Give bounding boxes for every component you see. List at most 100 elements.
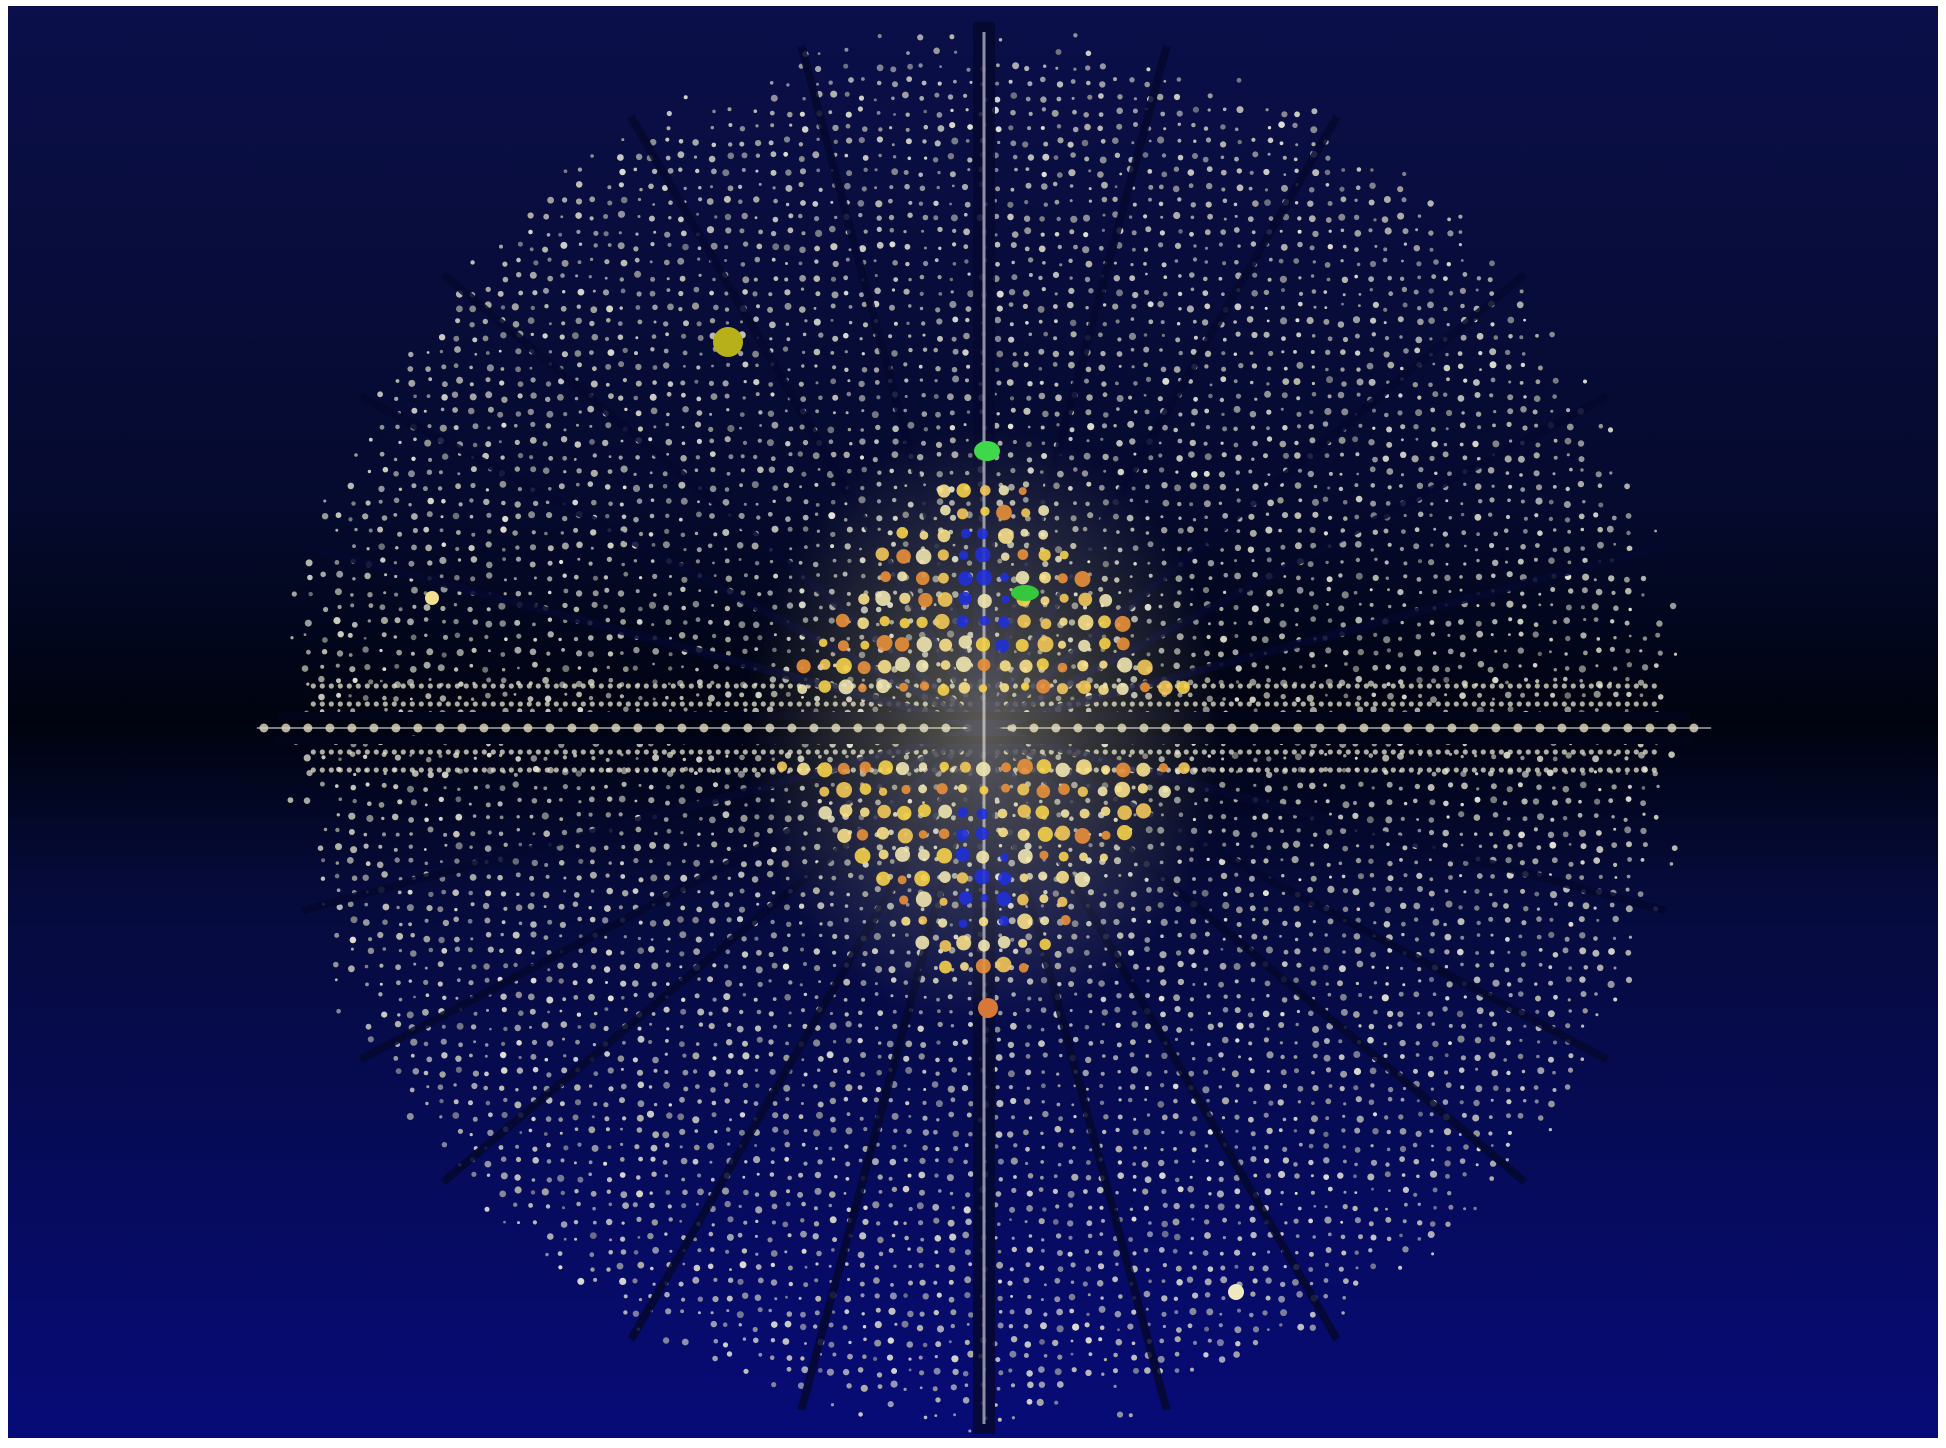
lattice-point [949,410,955,416]
lattice-point [847,427,852,432]
lattice-point [1160,934,1164,938]
lattice-point [453,363,459,369]
lattice-point [1147,1039,1152,1044]
lattice-point [678,290,684,297]
lattice-point [1323,531,1328,536]
lattice-point [1505,857,1512,864]
lattice-point [1250,961,1256,967]
lattice-point [696,844,700,848]
lattice-point [891,143,895,147]
lattice-point [1475,951,1479,955]
lattice-point [829,1011,834,1016]
lattice-point [1325,647,1332,654]
lattice-point [1250,425,1256,430]
lattice-point [1163,79,1167,83]
lattice-point [1536,784,1542,790]
lattice-point [1444,949,1450,955]
lattice-point [319,781,325,787]
lattice-point [1432,665,1440,673]
lattice-point [739,126,746,132]
lattice-point [1159,230,1165,236]
lattice-point [1148,425,1153,431]
lattice-point [1413,902,1421,910]
lattice-point [666,452,670,456]
lattice-point [1552,952,1559,958]
lattice-point [1505,471,1510,475]
lattice-point [637,426,644,432]
lattice-point [843,978,851,986]
lattice-point [1234,634,1239,638]
lattice-point [1415,409,1423,417]
lattice-point [1310,126,1318,134]
lattice-point [697,832,701,836]
lattice-point [994,1026,1001,1033]
lattice-point [468,980,474,986]
lattice-point [606,556,613,563]
lattice-point [666,412,670,417]
lattice-point [662,471,668,477]
lattice-point [1399,335,1403,339]
lattice-point [484,917,491,924]
lattice-point [1579,781,1587,789]
lattice-point [545,874,550,879]
lattice-point [619,277,624,282]
lattice-point [1252,151,1259,158]
lattice-point [1249,696,1256,703]
lattice-point [577,916,582,922]
lattice-point [1475,288,1479,292]
lattice-point [859,245,867,253]
lattice-point [1068,258,1073,263]
lattice-point [1457,664,1463,670]
lattice-point [921,393,926,398]
lattice-point [1112,196,1118,202]
lattice-point [634,962,641,970]
lattice-point [1654,529,1657,533]
lattice-point [1278,815,1283,820]
lattice-point [559,1009,563,1013]
lattice-point [573,527,579,533]
lattice-point [876,64,884,72]
lattice-point [1491,484,1495,488]
lattice-point [542,246,549,253]
lattice-point [758,410,763,415]
lattice-point [1102,303,1107,307]
lattice-point [1562,785,1570,793]
lattice-point [607,796,613,802]
lattice-point [1249,170,1254,175]
lattice-point [1267,152,1271,156]
lattice-point [1567,998,1571,1002]
lattice-point [546,410,554,418]
lattice-point [1023,215,1031,222]
lattice-point [889,241,896,248]
lattice-point [1401,438,1404,442]
lattice-point [1402,845,1408,851]
lattice-point [1221,366,1227,372]
lattice-point [1489,497,1495,503]
lattice-point [937,125,945,132]
lattice-point [952,316,959,323]
lattice-point [423,661,431,669]
lattice-point [742,289,748,295]
lattice-point [738,350,744,357]
lattice-point [607,651,614,657]
lattice-point [1372,301,1379,308]
lattice-point [624,1007,628,1012]
lattice-point [364,902,369,907]
lattice-point [1129,275,1136,282]
lattice-point [1338,605,1345,612]
lattice-point [1342,801,1350,809]
lattice-point [648,784,654,790]
lattice-point [485,541,492,548]
lattice-point [409,697,413,701]
lattice-point [785,1041,789,1046]
lattice-point [666,110,672,117]
lattice-point [1113,275,1121,282]
lattice-point [722,499,730,506]
lattice-point [1266,677,1271,683]
lattice-point [1473,814,1481,821]
lattice-point [559,934,563,938]
lattice-point [413,437,417,442]
lattice-point [1235,488,1240,492]
lattice-point [428,457,433,462]
lattice-point [1251,559,1255,563]
